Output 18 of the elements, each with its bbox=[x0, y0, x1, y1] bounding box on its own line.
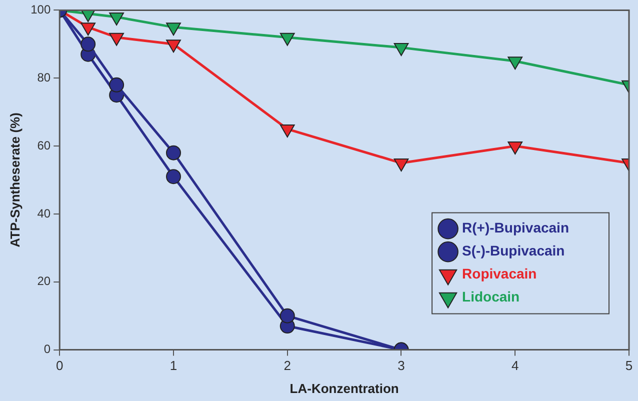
x-tick-label: 0 bbox=[56, 358, 64, 374]
x-tick-label: 3 bbox=[398, 358, 405, 374]
legend-label: Lidocain bbox=[462, 288, 520, 305]
y-tick-label: 0 bbox=[44, 342, 51, 356]
x-axis-title: LA-Konzentration bbox=[290, 380, 399, 396]
legend-label: Ropivacain bbox=[462, 266, 537, 282]
x-tick-label: 1 bbox=[170, 358, 178, 374]
x-tick-label: 5 bbox=[625, 358, 633, 374]
y-tick-label: 40 bbox=[37, 206, 51, 220]
legend-label: R(+)-Bupivacain bbox=[462, 220, 570, 236]
y-tick-label: 20 bbox=[37, 274, 51, 288]
y-tick-label: 100 bbox=[30, 2, 51, 17]
x-tick-label: 4 bbox=[512, 358, 519, 374]
legend-label: S(-)-Bupivacain bbox=[462, 242, 565, 259]
y-tick-label: 80 bbox=[37, 70, 51, 84]
y-axis-title: ATP-Syntheserate (%) bbox=[7, 112, 22, 248]
y-tick-label: 60 bbox=[37, 138, 51, 152]
x-tick-label: 2 bbox=[284, 358, 291, 374]
